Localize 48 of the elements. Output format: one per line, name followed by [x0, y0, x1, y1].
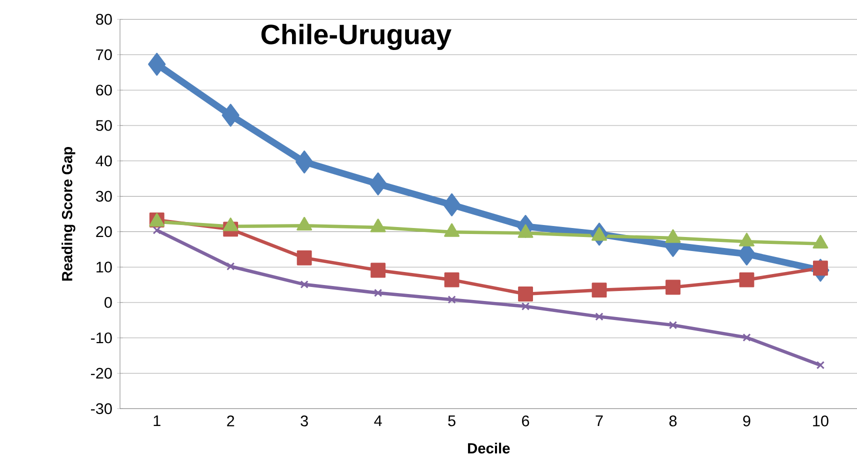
point	[370, 262, 386, 278]
x-tick-label: 8	[669, 416, 677, 426]
point	[812, 260, 828, 276]
point	[521, 302, 530, 310]
y-axis-title: Reading Score Gap	[62, 146, 76, 281]
chart-title: Chile-Uruguay	[261, 24, 452, 50]
y-tick-label: 60	[96, 84, 112, 96]
x-axis-title: Decile	[468, 442, 510, 454]
y-tick-label: -20	[90, 368, 112, 379]
point	[152, 226, 161, 234]
y-tick-label: 0	[104, 297, 112, 308]
x-tick-label: 5	[448, 416, 456, 426]
y-tick-label: 20	[96, 226, 112, 238]
point	[595, 312, 604, 321]
x-tick-label: 4	[374, 416, 382, 426]
point	[226, 262, 235, 270]
y-tick-label: -30	[90, 403, 112, 414]
point	[518, 286, 533, 302]
x-tick-label: 10	[813, 416, 828, 426]
y-tick-label: 80	[96, 14, 112, 25]
y-tick-label: 10	[96, 262, 112, 273]
point	[296, 150, 314, 174]
point	[592, 282, 607, 298]
point	[443, 193, 461, 216]
point	[222, 104, 240, 127]
point	[816, 361, 825, 370]
x-tick-label: 2	[227, 416, 234, 426]
point	[300, 280, 308, 289]
point	[668, 321, 678, 330]
point	[296, 250, 312, 266]
x-tick-label: 1	[154, 416, 160, 426]
point	[369, 172, 387, 196]
y-tick-label: -10	[90, 332, 112, 344]
y-tick-label: 70	[96, 49, 112, 60]
x-tick-label: 9	[743, 416, 750, 426]
point	[148, 52, 166, 76]
point	[374, 288, 382, 298]
x-tick-label: 6	[522, 416, 530, 426]
y-tick-label: 50	[96, 120, 112, 131]
point	[444, 272, 460, 288]
y-tick-label: 30	[96, 190, 112, 202]
point	[742, 333, 751, 342]
point	[448, 296, 456, 304]
point	[666, 280, 680, 295]
y-tick-label: 40	[96, 155, 112, 166]
point	[739, 272, 754, 288]
x-tick-label: 3	[300, 416, 308, 426]
x-tick-label: 7	[596, 416, 603, 426]
